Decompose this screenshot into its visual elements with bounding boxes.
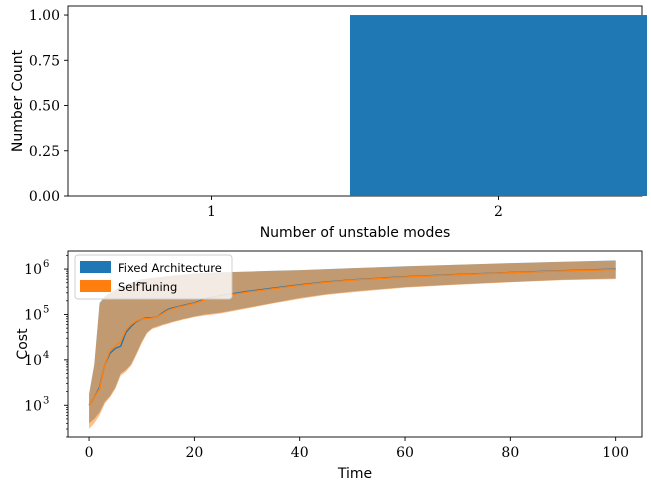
bar-category-2 [349,15,648,196]
bar-chart-x-tick-label: 1 [207,204,216,220]
line-chart-x-tick-label: 20 [185,445,203,461]
line-chart-x-axis-title: Time [337,466,372,482]
line-chart-y-tick-exponent: 5 [43,304,49,315]
line-chart-y-tick-exponent: 3 [43,395,49,406]
line-chart-axes-frame [67,250,643,438]
legend: Fixed Architecture SelfTuning [74,254,233,300]
legend-label-selftuning: SelfTuning [118,280,177,294]
line-chart-x-tick-label: 0 [85,445,94,461]
legend-swatch-fixed-architecture [80,261,111,273]
bar-chart-y-axis-title: Number Count [10,49,26,152]
bar-chart-x-tick-label: 2 [494,204,503,220]
band-selftuning [89,260,616,429]
line-selftuning [88,268,616,406]
line-chart-x-tick-label: 80 [501,445,519,461]
legend-box [74,254,233,300]
line-chart-y-tick-label: 10 [24,353,42,369]
bar-chart-y-tick-label: 0.75 [29,53,60,69]
line-chart-x-tick-label: 40 [291,445,309,461]
bar-chart-y-ticks: 0.00 0.25 0.50 0.75 1.00 [29,8,68,205]
line-chart-y-tick-label: 10 [24,398,42,414]
line-chart-y-tick-label: 10 [24,262,42,278]
line-chart-y-tick-exponent: 4 [43,350,49,361]
legend-swatch-selftuning [80,280,111,292]
line-chart-x-tick-label: 60 [396,445,414,461]
bar-chart-y-tick-label: 1.00 [29,8,60,24]
bar-chart-bars [349,15,648,196]
line-chart-y-tick-label: 10 [24,307,42,323]
legend-label-fixed-architecture: Fixed Architecture [118,261,222,275]
line-chart-y-axis-title: Cost [15,328,31,360]
line-chart-confidence-bands [89,260,616,429]
line-chart-y-tick-exponent: 6 [43,259,49,270]
line-chart-series-lines [88,268,616,406]
bar-chart-y-tick-label: 0.25 [29,144,60,160]
bar-chart-y-tick-label: 0.50 [29,99,60,115]
bar-chart-x-axis-title: Number of unstable modes [260,225,451,241]
bar-chart-y-tick-label: 0.00 [29,189,60,205]
line-chart-x-tick-label: 100 [602,445,629,461]
line-chart-x-ticks: 0 20 40 60 80 100 [85,437,629,461]
